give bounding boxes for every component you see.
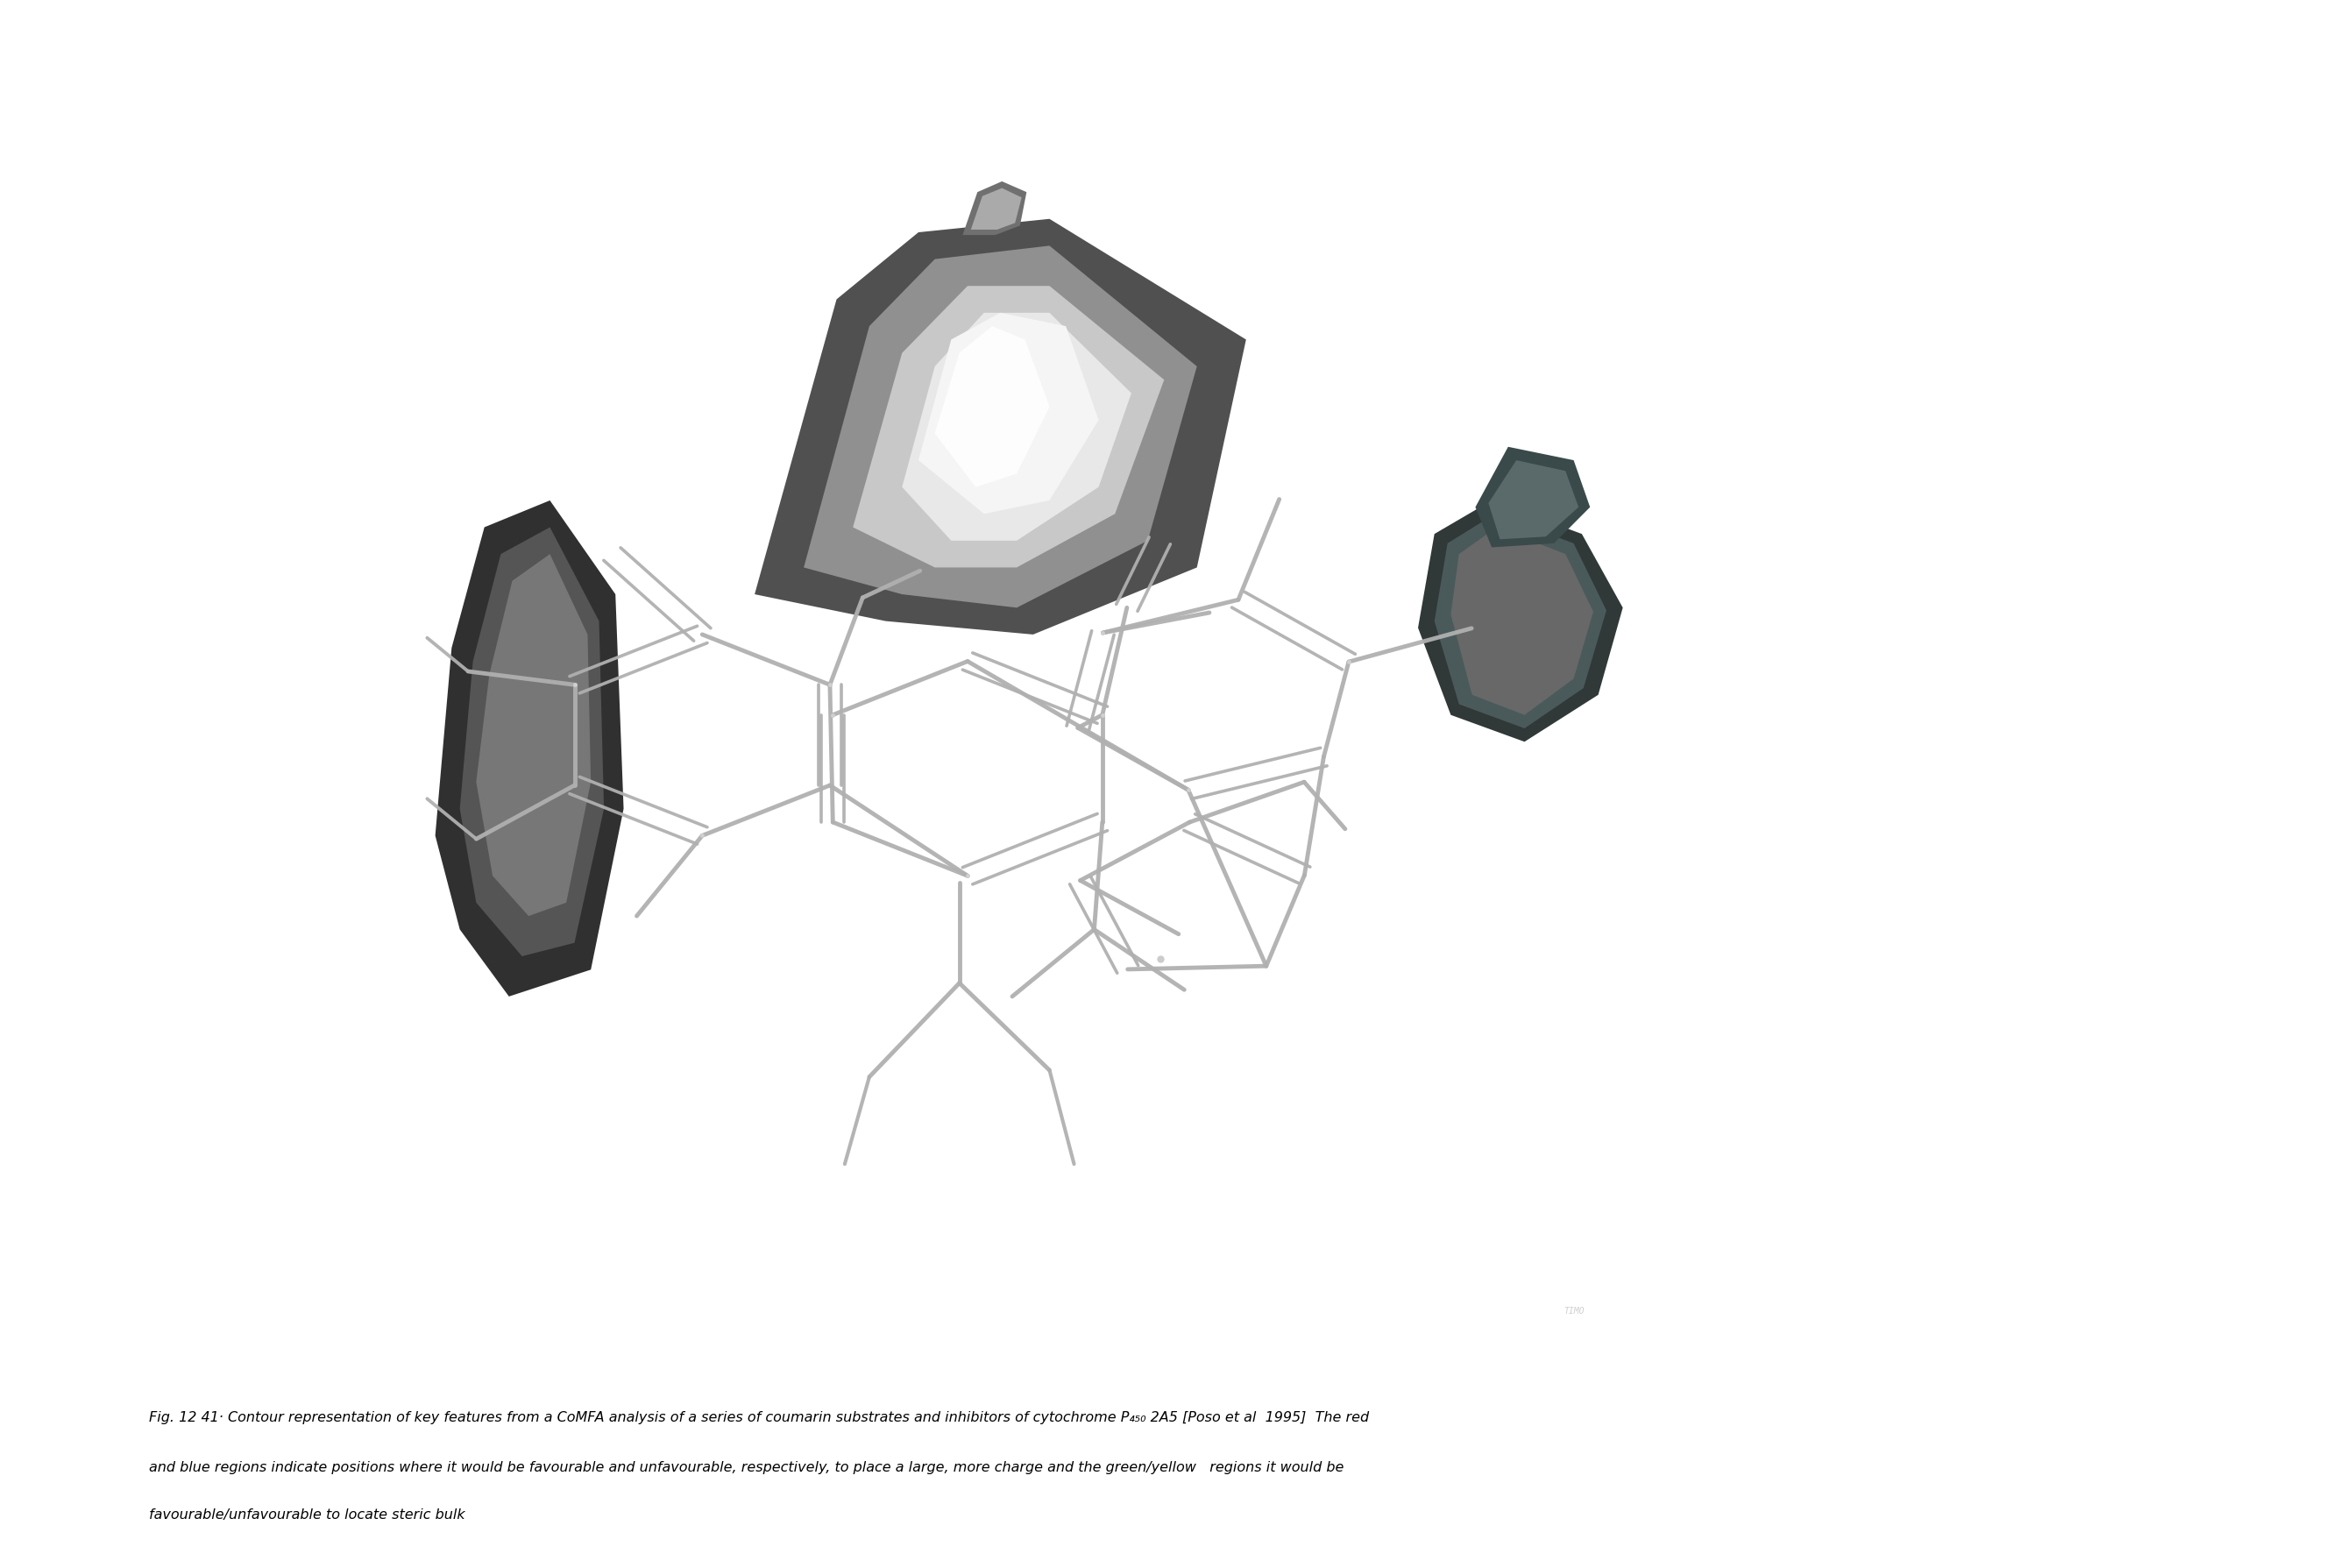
Polygon shape [852, 285, 1163, 568]
Polygon shape [962, 182, 1027, 235]
Polygon shape [971, 188, 1023, 229]
Polygon shape [435, 500, 622, 997]
Polygon shape [1418, 500, 1624, 742]
Polygon shape [1488, 461, 1580, 539]
Polygon shape [901, 312, 1133, 541]
Text: Fig. 12 41· Contour representation of key features from a CoMFA analysis of a se: Fig. 12 41· Contour representation of ke… [150, 1411, 1369, 1424]
Text: favourable/unfavourable to locate steric bulk: favourable/unfavourable to locate steric… [150, 1508, 466, 1521]
Polygon shape [1434, 514, 1605, 728]
Polygon shape [477, 554, 590, 916]
Text: TIMO: TIMO [1563, 1308, 1584, 1316]
Polygon shape [459, 527, 604, 956]
Polygon shape [1474, 447, 1591, 547]
Polygon shape [1451, 527, 1594, 715]
Polygon shape [917, 312, 1100, 514]
Polygon shape [805, 246, 1196, 608]
Polygon shape [753, 220, 1247, 635]
Polygon shape [936, 326, 1051, 488]
Text: and blue regions indicate positions where it would be favourable and unfavourabl: and blue regions indicate positions wher… [150, 1461, 1343, 1474]
